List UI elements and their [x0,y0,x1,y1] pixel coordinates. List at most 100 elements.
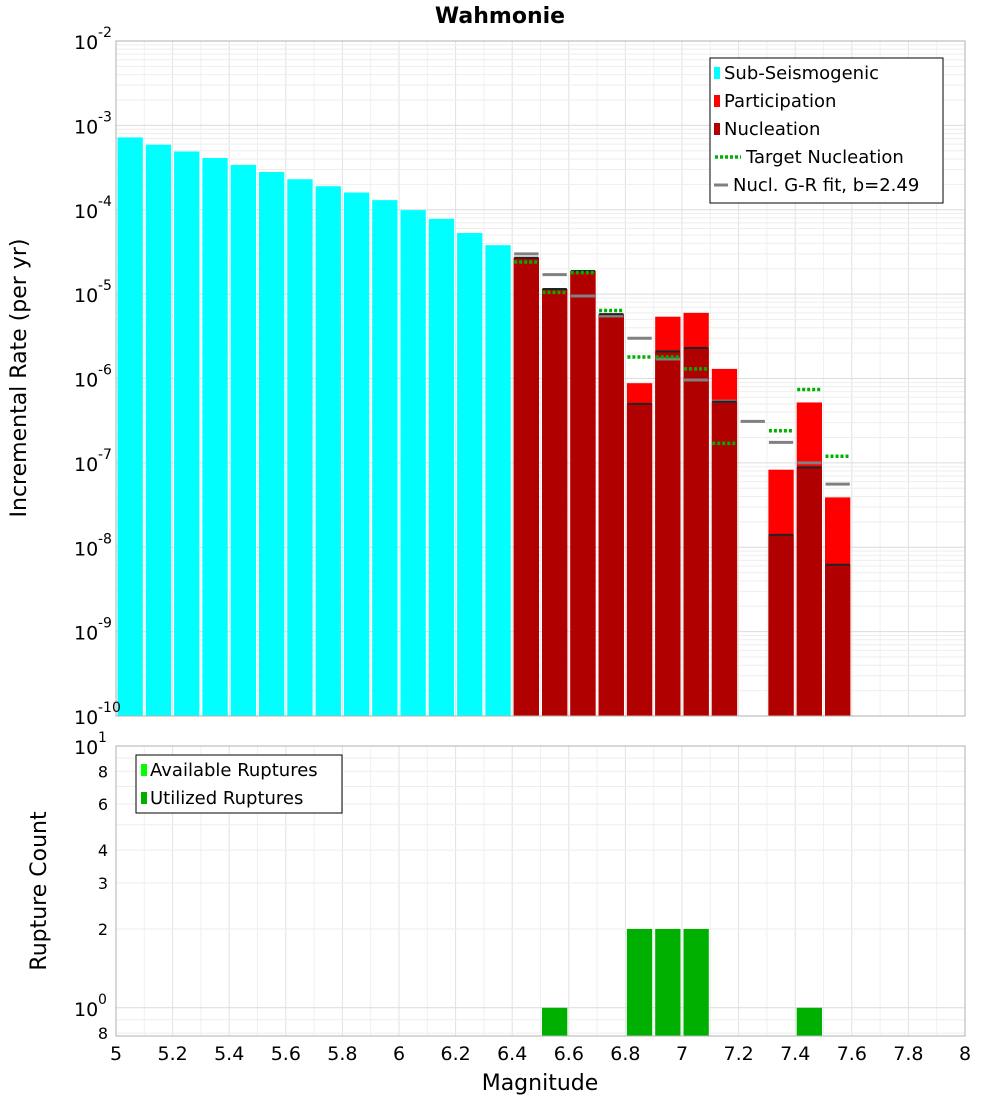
sub-seismogenic-bar [117,137,143,716]
top-legend: Sub-Seismogenic Participation Nucleation Ta… [709,57,944,204]
legend-label: Nucleation [724,119,820,140]
x-tick-label: 6.4 [497,1043,527,1065]
x-tick-label: 7.4 [780,1043,810,1065]
top-bars [117,137,851,717]
sub-seismogenic-bar [174,151,200,716]
legend-label: Nucl. G-R fit, b=2.49 [733,175,919,196]
x-tick-label: 8 [959,1043,971,1065]
bottom-y-tick-label: 8 [98,1024,108,1043]
sub-seismogenic-bar [343,192,370,717]
top-y-tick-exponent: -2 [98,25,112,41]
chart-title: Wahmonie [435,4,565,29]
sub-seismogenic-bar [372,200,398,716]
sub-seismogenic-bar [202,158,228,716]
top-y-tick-exponent: -5 [98,278,112,294]
bottom-y-tick-exponent: 0 [98,992,107,1008]
nucleation-bar [683,347,709,716]
legend-swatch [714,95,720,107]
top-y-tick-exponent: -10 [98,700,121,716]
x-tick-label: 5.2 [157,1043,187,1065]
nucleation-bar [825,564,851,716]
top-line-markers [514,252,850,566]
bottom-y-tick-label: 3 [98,874,108,893]
top-y-tick-label: 10 [74,623,98,645]
top-y-tick-label: 10 [74,707,98,729]
sub-seismogenic-bar [145,144,172,717]
top-y-tick-exponent: -7 [98,447,112,463]
top-y-tick-label: 10 [74,116,98,138]
bottom-plot-frame [115,745,966,1037]
sub-seismogenic-bar [457,233,483,716]
legend-label: Sub-Seismogenic [724,63,879,84]
bottom-y-axis-label: Rupture Count [27,811,52,971]
x-tick-label: 5.8 [327,1043,357,1065]
top-plot-frame [115,40,966,717]
top-y-tick-exponent: -4 [98,194,112,210]
sub-seismogenic-bar [230,164,256,716]
x-tick-label: 7.6 [837,1043,867,1065]
top-y-tick-exponent: -8 [98,531,112,547]
sub-seismogenic-bar [287,179,313,716]
bottom-y-tick-label: 6 [98,795,108,814]
bottom-y-tick-label: 10 [74,999,98,1021]
nucleation-bar [598,314,624,716]
x-tick-label: 6 [393,1043,405,1065]
utilized-ruptures-bar [626,928,653,1036]
top-y-tick-exponent: -6 [98,363,112,379]
x-tick-labels: 5 5.2 5.4 5.6 5.8 6 6.2 6.4 6.6 6.8 7 7.2 7.4 7.6 7.8 8 [110,1043,971,1065]
top-gridlines [115,41,966,717]
x-tick-label: 7.2 [723,1043,753,1065]
top-y-tick-label: 10 [74,201,98,223]
bottom-y-tick-label: 4 [98,841,108,860]
legend-label: Utilized Ruptures [150,788,303,809]
bottom-y-tick-label: 8 [98,762,108,781]
utilized-ruptures-bar [796,1007,822,1036]
bottom-legend: Available Ruptures Utilized Ruptures [135,754,343,814]
legend-label: Available Ruptures [150,760,318,781]
x-axis-label: Magnitude [482,1071,599,1096]
bottom-y-tick-label: 10 [74,737,98,759]
utilized-ruptures-bar [655,928,681,1036]
utilized-ruptures-bar [683,928,709,1036]
top-y-tick-label: 10 [74,285,98,307]
x-tick-label: 7.8 [893,1043,923,1065]
bottom-bars [542,928,822,1036]
legend-swatch [714,67,720,79]
top-y-tick-label: 10 [74,32,98,54]
legend-label: Target Nucleation [745,147,904,168]
sub-seismogenic-bar [485,245,511,717]
x-tick-label: 6.8 [610,1043,640,1065]
x-tick-label: 5.4 [214,1043,244,1065]
nucleation-bar [711,401,738,716]
top-y-tick-exponent: -9 [98,616,112,632]
x-tick-label: 5.6 [271,1043,301,1065]
legend-swatch [714,123,720,135]
nucleation-bar [768,534,794,716]
top-y-tick-label: 10 [74,538,98,560]
top-y-tick-label: 10 [74,454,98,476]
legend-swatch [141,764,147,776]
sub-seismogenic-bar [315,186,341,716]
sub-seismogenic-bar [428,218,455,716]
top-y-axis-label: Incremental Rate (per yr) [7,239,32,518]
x-tick-label: 6.2 [440,1043,470,1065]
bottom-legend-box [135,754,343,814]
sub-seismogenic-bar [400,210,426,716]
x-tick-label: 6.6 [554,1043,584,1065]
nucleation-bar [626,403,653,716]
nucleation-bar [796,467,822,716]
nucleation-bar [655,351,681,716]
top-y-tick-exponent: -3 [98,109,112,125]
legend-swatch [141,792,147,804]
legend-label: Participation [724,91,836,112]
sub-seismogenic-bar [259,172,285,716]
utilized-ruptures-bar [542,1007,568,1036]
x-tick-label: 7 [676,1043,688,1065]
bottom-y-tick-exponent: 1 [98,730,107,746]
nucleation-bar [542,289,568,716]
